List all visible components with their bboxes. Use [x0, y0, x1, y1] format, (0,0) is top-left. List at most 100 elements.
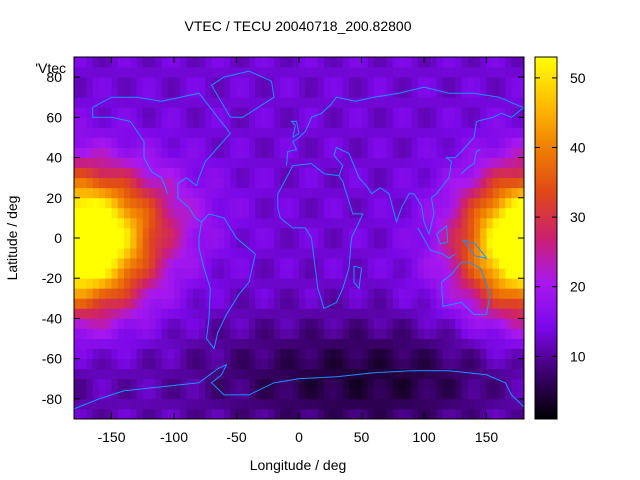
heatmap-cell	[124, 197, 131, 209]
heatmap-cell	[467, 268, 475, 279]
heatmap-cell	[355, 67, 362, 78]
heatmap-cell	[280, 408, 287, 420]
heatmap-cell	[249, 217, 256, 229]
heatmap-cell	[367, 358, 375, 370]
heatmap-cell	[361, 217, 369, 229]
heatmap-cell	[136, 177, 144, 189]
heatmap-cell	[99, 258, 106, 269]
heatmap-cell	[361, 388, 369, 400]
heatmap-cell	[305, 348, 312, 360]
heatmap-cell	[230, 77, 237, 88]
heatmap-cell	[474, 318, 481, 329]
heatmap-cell	[92, 358, 100, 370]
heatmap-cell	[124, 238, 131, 249]
heatmap-cell	[386, 358, 394, 370]
heatmap-cell	[161, 358, 169, 370]
heatmap-cell	[374, 227, 381, 239]
heatmap-cell	[192, 328, 200, 339]
heatmap-cell	[292, 358, 300, 370]
heatmap-cell	[261, 197, 269, 209]
heatmap-cell	[105, 87, 112, 98]
heatmap-cell	[286, 227, 294, 239]
heatmap-cell	[405, 318, 412, 329]
heatmap-cell	[455, 157, 462, 169]
heatmap-cell	[361, 207, 369, 219]
heatmap-cell	[367, 157, 375, 169]
heatmap-cell	[430, 187, 437, 199]
heatmap-cell	[480, 197, 487, 209]
heatmap-cell	[392, 187, 400, 199]
heatmap-cell	[317, 398, 325, 410]
heatmap-cell	[399, 288, 406, 299]
heatmap-cell	[199, 248, 206, 259]
heatmap-cell	[324, 278, 331, 289]
heatmap-cell	[449, 378, 456, 390]
heatmap-cell	[280, 308, 287, 319]
heatmap-cell	[349, 368, 356, 380]
heatmap-cell	[149, 187, 156, 199]
heatmap-cell	[474, 107, 481, 118]
heatmap-cell	[330, 127, 337, 138]
heatmap-cell	[511, 137, 519, 148]
heatmap-cell	[117, 378, 125, 390]
heatmap-cell	[336, 57, 344, 68]
heatmap-cell	[399, 308, 406, 319]
heatmap-cell	[424, 147, 431, 158]
heatmap-cell	[286, 177, 294, 189]
heatmap-cell	[292, 177, 300, 189]
heatmap-cell	[99, 147, 106, 158]
heatmap-cell	[317, 358, 325, 370]
heatmap-cell	[161, 77, 169, 88]
heatmap-cell	[199, 238, 206, 249]
heatmap-cell	[317, 97, 325, 108]
heatmap-cell	[455, 187, 462, 199]
heatmap-cell	[361, 177, 369, 189]
heatmap-cell	[311, 378, 319, 390]
heatmap-cell	[274, 408, 281, 420]
heatmap-cell	[74, 177, 81, 189]
heatmap-cell	[430, 368, 437, 380]
heatmap-cell	[436, 288, 444, 299]
heatmap-cell	[280, 97, 287, 108]
heatmap-cell	[174, 177, 181, 189]
heatmap-cell	[142, 358, 150, 370]
heatmap-cell	[330, 117, 337, 128]
heatmap-cell	[292, 157, 300, 169]
heatmap-cell	[267, 398, 275, 410]
heatmap-cell	[505, 137, 512, 148]
heatmap-cell	[417, 137, 425, 148]
heatmap-cell	[355, 378, 362, 390]
heatmap-cell	[280, 258, 287, 269]
heatmap-cell	[217, 117, 225, 128]
heatmap-cell	[111, 288, 119, 299]
heatmap-cell	[399, 157, 406, 169]
heatmap-cell	[174, 368, 181, 380]
heatmap-cell	[511, 147, 519, 158]
heatmap-cell	[217, 388, 225, 400]
heatmap-cell	[299, 338, 306, 350]
heatmap-cell	[211, 177, 219, 189]
heatmap-cell	[142, 318, 150, 329]
heatmap-cell	[86, 187, 94, 199]
colorbar-tick-label: 30	[570, 209, 586, 225]
heatmap-cell	[505, 97, 512, 108]
heatmap-cell	[336, 288, 344, 299]
heatmap-cell	[305, 398, 312, 410]
heatmap-cell	[455, 298, 462, 309]
heatmap-cell	[336, 298, 344, 309]
heatmap-cell	[517, 308, 525, 319]
heatmap-cell	[199, 408, 206, 420]
heatmap-cell	[355, 57, 362, 68]
heatmap-cell	[430, 358, 437, 370]
heatmap-cell	[205, 328, 212, 339]
x-tick-label: -100	[160, 429, 188, 445]
heatmap-cell	[480, 107, 487, 118]
heatmap-cell	[249, 97, 256, 108]
heatmap-cell	[199, 177, 206, 189]
heatmap-cell	[436, 167, 444, 179]
heatmap-cell	[261, 348, 269, 360]
heatmap-cell	[461, 308, 469, 319]
heatmap-cell	[474, 348, 481, 360]
heatmap-cell	[217, 248, 225, 259]
heatmap-cell	[92, 368, 100, 380]
